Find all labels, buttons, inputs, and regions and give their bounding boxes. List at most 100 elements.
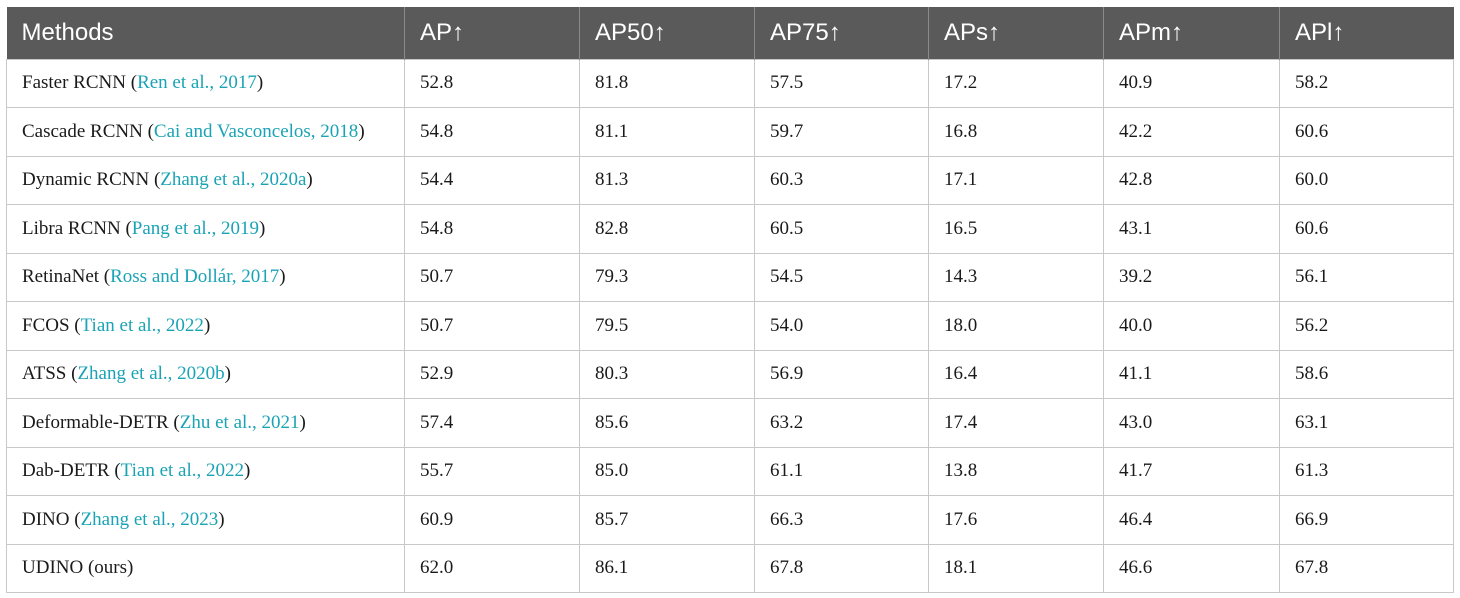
apm-cell: 39.2 (1103, 252, 1280, 302)
citation-link[interactable]: Ross and Dollár, 2017 (110, 266, 280, 288)
table-row: Dynamic RCNN (Zhang et al., 2020a) 54.4 81… (6, 155, 1454, 205)
aps-cell: 18.0 (928, 301, 1104, 351)
method-name: Libra RCNN (22, 217, 121, 239)
apm-cell: 43.0 (1103, 398, 1280, 448)
apm-cell: 43.1 (1103, 204, 1280, 254)
method-name: Dynamic RCNN (22, 169, 150, 191)
apl-cell: 56.1 (1279, 252, 1454, 302)
table-row: Deformable-DETR (Zhu et al., 2021) 57.4 85… (6, 398, 1454, 448)
header-aps: APs↑ (928, 7, 1104, 59)
ap50-cell: 81.3 (579, 155, 755, 205)
ap-cell: 54.8 (404, 107, 580, 157)
method-name: DINO (22, 508, 70, 530)
method-cell: ATSS (Zhang et al., 2020b) (6, 349, 405, 399)
ap50-cell: 79.5 (579, 301, 755, 351)
header-apl: APl↑ (1279, 7, 1454, 59)
method-cell: Deformable-DETR (Zhu et al., 2021) (6, 398, 405, 448)
method-cell: Faster RCNN (Ren et al., 2017) (6, 58, 405, 108)
ap75-cell: 59.7 (754, 107, 929, 157)
table-row: UDINO (ours) 62.0 86.1 67.8 18.1 46.6 67.8 (6, 543, 1454, 593)
ap50-cell: 79.3 (579, 252, 755, 302)
method-cell: Libra RCNN (Pang et al., 2019) (6, 204, 405, 254)
ap50-cell: 86.1 (579, 543, 755, 593)
method-cell: Cascade RCNN (Cai and Vasconcelos, 2018) (6, 107, 405, 157)
method-name: ATSS (22, 363, 67, 385)
ap-cell: 50.7 (404, 301, 580, 351)
apl-cell: 60.6 (1279, 107, 1454, 157)
ap75-cell: 63.2 (754, 398, 929, 448)
ap-cell: 54.8 (404, 204, 580, 254)
table-row: DINO (Zhang et al., 2023) 60.9 85.7 66.3 17.… (6, 495, 1454, 545)
apm-cell: 41.7 (1103, 446, 1280, 496)
aps-cell: 17.4 (928, 398, 1104, 448)
table-row: Libra RCNN (Pang et al., 2019) 54.8 82.8 60… (6, 204, 1454, 254)
table-row: Dab-DETR (Tian et al., 2022) 55.7 85.0 61.1… (6, 446, 1454, 496)
ap50-cell: 80.3 (579, 349, 755, 399)
table-row: Faster RCNN (Ren et al., 2017) 52.8 81.8 57… (6, 58, 1454, 108)
aps-cell: 16.4 (928, 349, 1104, 399)
aps-cell: 16.8 (928, 107, 1104, 157)
table-header: Methods AP↑ AP50↑ AP75↑ APs↑ APm↑ APl↑ (6, 7, 1454, 59)
ap50-cell: 85.6 (579, 398, 755, 448)
citation-link[interactable]: Ren et al., 2017 (137, 72, 257, 94)
ap50-cell: 81.8 (579, 58, 755, 108)
apm-cell: 46.6 (1103, 543, 1280, 593)
method-name: Cascade RCNN (22, 120, 143, 142)
ap75-cell: 54.0 (754, 301, 929, 351)
header-ap75: AP75↑ (754, 7, 929, 59)
apm-cell: 40.0 (1103, 301, 1280, 351)
ap-cell: 57.4 (404, 398, 580, 448)
aps-cell: 16.5 (928, 204, 1104, 254)
method-name: RetinaNet (22, 266, 100, 288)
header-ap: AP↑ (404, 7, 580, 59)
citation-link[interactable]: Zhang et al., 2020a (160, 169, 307, 191)
ap75-cell: 60.5 (754, 204, 929, 254)
aps-cell: 18.1 (928, 543, 1104, 593)
method-name: UDINO (ours) (22, 557, 134, 579)
ap-cell: 60.9 (404, 495, 580, 545)
method-name: Deformable-DETR (22, 411, 169, 433)
results-table-container: Methods AP↑ AP50↑ AP75↑ APs↑ APm↑ APl↑ F… (6, 7, 1454, 593)
citation-link[interactable]: Tian et al., 2022 (80, 314, 204, 336)
citation-link[interactable]: Pang et al., 2019 (131, 217, 259, 239)
apl-cell: 60.0 (1279, 155, 1454, 205)
table-row: ATSS (Zhang et al., 2020b) 52.9 80.3 56.9 16… (6, 349, 1454, 399)
apl-cell: 56.2 (1279, 301, 1454, 351)
ap50-cell: 85.7 (579, 495, 755, 545)
ap-cell: 54.4 (404, 155, 580, 205)
aps-cell: 14.3 (928, 252, 1104, 302)
table-row: RetinaNet (Ross and Dollár, 2017) 50.7 79.… (6, 252, 1454, 302)
apm-cell: 46.4 (1103, 495, 1280, 545)
ap50-cell: 82.8 (579, 204, 755, 254)
method-cell: DINO (Zhang et al., 2023) (6, 495, 405, 545)
header-methods: Methods (6, 7, 405, 59)
header-row: Methods AP↑ AP50↑ AP75↑ APs↑ APm↑ APl↑ (6, 7, 1454, 59)
apl-cell: 58.6 (1279, 349, 1454, 399)
table-row: FCOS (Tian et al., 2022) 50.7 79.5 54.0 18.0… (6, 301, 1454, 351)
ap-cell: 52.9 (404, 349, 580, 399)
apl-cell: 63.1 (1279, 398, 1454, 448)
method-name: Faster RCNN (22, 72, 126, 94)
method-cell: Dab-DETR (Tian et al., 2022) (6, 446, 405, 496)
ap-cell: 52.8 (404, 58, 580, 108)
apl-cell: 58.2 (1279, 58, 1454, 108)
aps-cell: 17.2 (928, 58, 1104, 108)
citation-link[interactable]: Tian et al., 2022 (120, 460, 244, 482)
citation-link[interactable]: Zhang et al., 2023 (80, 508, 219, 530)
apl-cell: 66.9 (1279, 495, 1454, 545)
method-cell: RetinaNet (Ross and Dollár, 2017) (6, 252, 405, 302)
citation-link[interactable]: Zhu et al., 2021 (179, 411, 300, 433)
ap75-cell: 60.3 (754, 155, 929, 205)
ap75-cell: 54.5 (754, 252, 929, 302)
header-apm: APm↑ (1103, 7, 1280, 59)
apm-cell: 41.1 (1103, 349, 1280, 399)
ap75-cell: 56.9 (754, 349, 929, 399)
citation-link[interactable]: Cai and Vasconcelos, 2018 (153, 120, 359, 142)
apm-cell: 42.2 (1103, 107, 1280, 157)
apl-cell: 61.3 (1279, 446, 1454, 496)
results-table: Methods AP↑ AP50↑ AP75↑ APs↑ APm↑ APl↑ F… (6, 7, 1454, 593)
table-row: Cascade RCNN (Cai and Vasconcelos, 2018)… (6, 107, 1454, 157)
ap75-cell: 57.5 (754, 58, 929, 108)
citation-link[interactable]: Zhang et al., 2020b (77, 363, 225, 385)
method-cell: UDINO (ours) (6, 543, 405, 593)
